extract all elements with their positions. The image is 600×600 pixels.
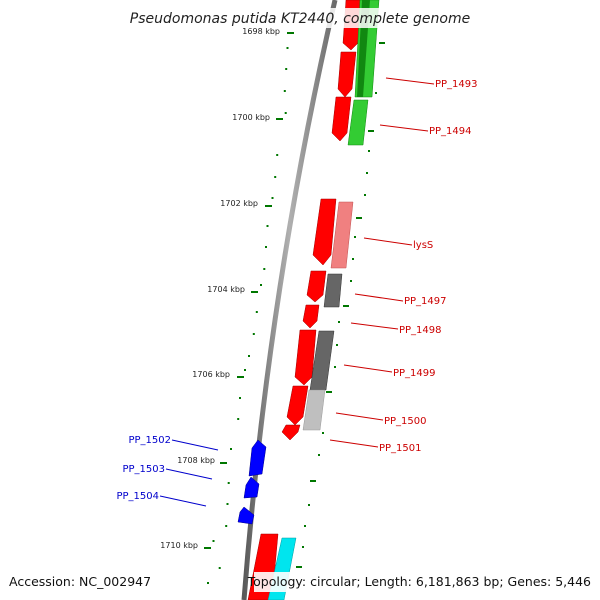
leader-pp1504 (159, 495, 207, 507)
tick-label-1702: 1702 kbp (220, 199, 258, 208)
gene-label-pp1503[interactable]: PP_1503 (122, 464, 165, 475)
tick-label-1704: 1704 kbp (207, 285, 245, 294)
scale-ticks (204, 32, 294, 584)
cds-feature[interactable] (243, 476, 260, 499)
leader-pp1500 (335, 412, 384, 421)
footer-accession-background (4, 572, 154, 592)
gene-label-pp1497[interactable]: PP_1497 (404, 296, 447, 307)
leader-pp1501 (329, 439, 379, 448)
cds-feature[interactable] (302, 304, 320, 329)
cds-feature[interactable] (312, 198, 337, 266)
accession-text: Accession: NC_002947 (9, 574, 151, 589)
gene-label-pp1501[interactable]: PP_1501 (379, 443, 422, 454)
tick-label-1708: 1708 kbp (177, 456, 215, 465)
scale-dots (207, 47, 289, 584)
footer-summary-background (254, 572, 596, 592)
leader-pp1497 (354, 293, 404, 302)
cds-feature[interactable] (331, 96, 352, 142)
tick-label-1710: 1710 kbp (160, 541, 198, 550)
cog-feature-gray[interactable] (323, 273, 343, 308)
gene-label-pp1493[interactable]: PP_1493 (435, 79, 478, 90)
cds-feature[interactable] (281, 424, 301, 441)
reverse-cds-track (237, 439, 267, 525)
cog-feature-pink[interactable] (330, 201, 354, 269)
outer-scale (296, 42, 385, 568)
leader-pp1494 (379, 124, 429, 132)
cog-feature-lightgray[interactable] (302, 389, 326, 431)
leader-pp1493 (385, 77, 435, 85)
cds-feature[interactable] (286, 385, 309, 426)
gene-label-pp1502[interactable]: PP_1502 (128, 435, 171, 446)
leader-pp1502 (171, 439, 219, 451)
cds-feature[interactable] (337, 51, 357, 98)
map-title: Pseudomonas putida KT2440, complete geno… (130, 11, 470, 27)
gene-label-pp1504[interactable]: PP_1504 (116, 491, 159, 502)
leader-pp1499 (343, 364, 393, 373)
cds-feature[interactable] (237, 506, 255, 525)
cog-feature-green[interactable] (347, 99, 369, 146)
scale-major-ticks (204, 32, 294, 549)
leader-lyss (363, 237, 413, 246)
cog-feature-gray[interactable] (309, 330, 335, 391)
gene-label-lyss[interactable]: lysS (413, 240, 433, 251)
forward-cds-track (247, 0, 363, 600)
leader-pp1503 (165, 468, 213, 480)
gene-label-pp1500[interactable]: PP_1500 (384, 416, 427, 427)
label-leaders (159, 77, 435, 507)
gene-labels: PP_1493 PP_1494 lysS PP_1497 PP_1498 PP_… (116, 79, 477, 502)
cds-feature[interactable] (294, 329, 317, 386)
gene-label-pp1494[interactable]: PP_1494 (429, 126, 472, 137)
genome-backbone (241, 0, 338, 600)
cds-feature[interactable] (306, 270, 327, 303)
gene-label-pp1499[interactable]: PP_1499 (393, 368, 436, 379)
tick-label-1700: 1700 kbp (232, 113, 270, 122)
leader-pp1498 (350, 322, 399, 330)
tick-label-1706: 1706 kbp (192, 370, 230, 379)
scale-tick-labels: 1698 kbp 1700 kbp 1702 kbp 1704 kbp 1706… (160, 27, 280, 550)
scale-minor-ticks (212, 112, 287, 542)
title-background (128, 8, 472, 28)
cds-feature[interactable] (248, 439, 267, 477)
gene-label-pp1498[interactable]: PP_1498 (399, 325, 442, 336)
summary-text: Topology: circular; Length: 6,181,863 bp… (247, 574, 591, 589)
tick-label-1698: 1698 kbp (242, 27, 280, 36)
